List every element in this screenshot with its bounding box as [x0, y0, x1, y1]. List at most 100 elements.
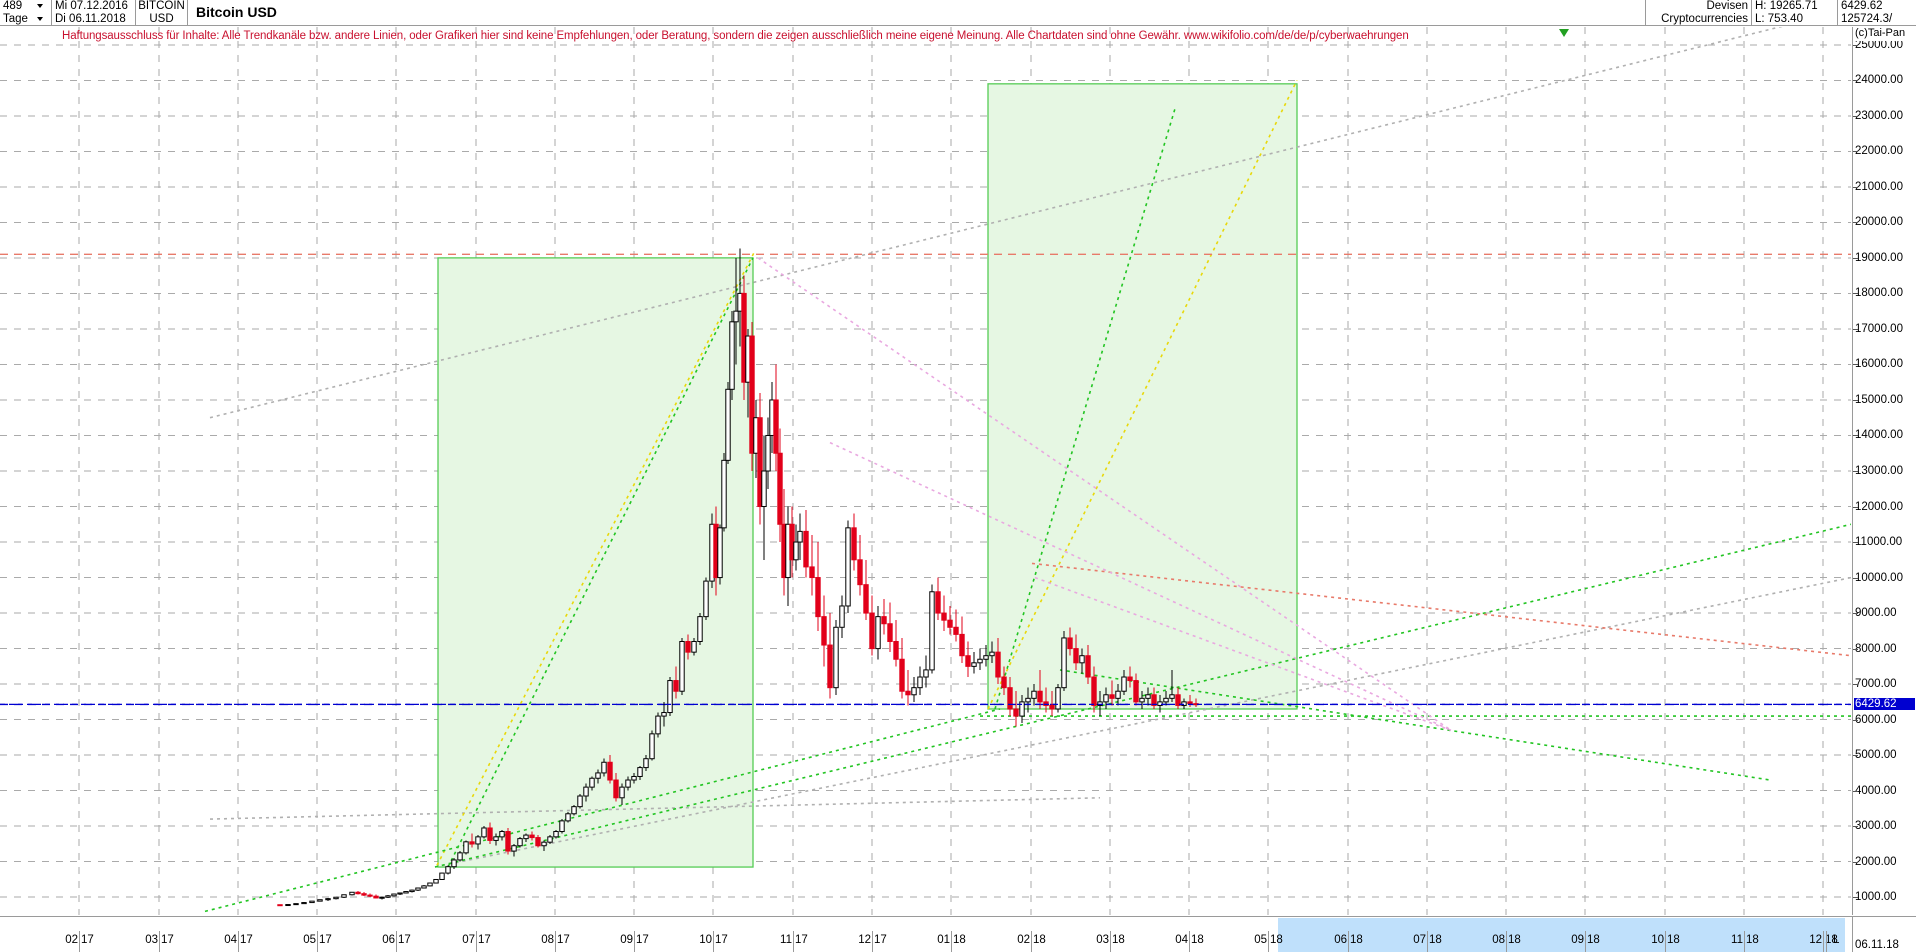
candle-body — [977, 658, 983, 664]
price-axis-tick: 13000.00 — [1855, 465, 1903, 477]
price-axis-tick: 17000.00 — [1855, 322, 1903, 335]
price-axis-tick: 9000.00 — [1855, 607, 1897, 620]
price-axis-tick: 11000.00 — [1855, 536, 1903, 549]
chevron-down-icon[interactable] — [37, 17, 43, 21]
candle-body — [773, 399, 779, 454]
price-axis-tick: 7000.00 — [1855, 678, 1897, 691]
candle-body — [887, 623, 893, 642]
candle-body — [457, 852, 463, 861]
candle-body — [1181, 701, 1187, 706]
candle-body — [391, 893, 397, 897]
price-axis-tick: 18000.00 — [1855, 287, 1903, 300]
chart-plot-area[interactable] — [0, 27, 1851, 915]
date-axis[interactable]: 02 17 03 17 04 17 05 17 06 17 07 17 08 17 09 17 10 17 11 17… — [0, 916, 1916, 952]
date-axis-month: 04 — [224, 934, 237, 946]
current-price-label[interactable]: 6429.62 — [1854, 698, 1915, 711]
candle-body — [1079, 655, 1085, 664]
last-price-cell: 6429.62 125724.3/ — [1838, 0, 1916, 25]
candle-body — [547, 836, 553, 843]
candle-body — [725, 388, 731, 461]
candle-body — [667, 680, 673, 714]
marker-green-down-triangle[interactable] — [1559, 29, 1569, 37]
price-axis-tickmark — [1853, 44, 1858, 46]
candle-body — [607, 761, 613, 781]
date-axis-year: 18 — [953, 934, 966, 946]
price-axis-tickmark — [1853, 542, 1858, 544]
price-axis[interactable]: 25000.00 24000.00 23000.00 22000.00 21000.00… — [1852, 27, 1916, 915]
candle-body — [341, 894, 347, 898]
price-axis-tickmark — [1853, 577, 1858, 579]
date-axis-separator — [1110, 931, 1111, 952]
candle-body — [679, 640, 685, 692]
date-axis-separator — [793, 931, 794, 952]
candle-body — [869, 612, 875, 650]
price-axis-tickmark — [1853, 471, 1858, 472]
date-axis-selection-highlight[interactable] — [1278, 918, 1845, 952]
candle-body — [529, 834, 535, 839]
date-axis-separator — [951, 931, 952, 952]
category-secondary: Cryptocurrencies — [1661, 12, 1748, 25]
candle-body — [733, 310, 739, 323]
chevron-down-icon[interactable] — [37, 4, 43, 8]
candle-body — [511, 845, 517, 852]
date-axis-separator — [1744, 931, 1745, 952]
candle-body — [421, 885, 427, 889]
date-axis-month: 04 — [1175, 934, 1188, 946]
price-axis-tick: 22000.00 — [1855, 145, 1903, 158]
candle-body — [1127, 676, 1133, 682]
candle-body — [301, 902, 307, 905]
bar-count-cell[interactable]: 489 Tage — [0, 0, 52, 25]
candle-body — [1073, 648, 1079, 664]
chart-header-bar: 489 Tage Mi 07.12.2016 Di 06.11.2018 BIT… — [0, 0, 1916, 26]
candle-body — [1061, 637, 1067, 689]
price-axis-tickmark — [1853, 719, 1858, 721]
candle-body — [673, 680, 679, 692]
price-axis-tickmark — [1853, 115, 1858, 117]
last-price: 6429.62 — [1841, 0, 1883, 12]
date-axis-month: 09 — [620, 934, 633, 946]
price-axis-tick: 20000.00 — [1855, 216, 1903, 229]
page-title: Bitcoin USD — [188, 0, 1646, 25]
date-axis-year: 18 — [1112, 934, 1125, 946]
date-from: Mi 07.12.2016 — [55, 0, 128, 12]
date-axis-month: 07 — [1413, 934, 1426, 946]
candle-body — [1085, 655, 1091, 678]
price-axis-tickmark — [1853, 364, 1858, 366]
candle-body — [293, 903, 299, 906]
candle-body — [333, 896, 339, 900]
candle-body — [793, 541, 799, 561]
candle-body — [809, 566, 815, 579]
date-axis-year: 17 — [81, 934, 94, 946]
candle-body — [619, 786, 625, 799]
candle-body — [625, 779, 631, 788]
date-axis-year: 17 — [874, 934, 887, 946]
candle-body — [917, 676, 923, 689]
candle-body — [703, 580, 709, 618]
date-axis-month: 12 — [1809, 934, 1822, 946]
candle-body — [499, 831, 505, 838]
date-axis-month: 11 — [1731, 934, 1743, 946]
candle-body — [1151, 694, 1157, 706]
date-axis-year: 18 — [1350, 934, 1363, 946]
candle-body — [439, 872, 445, 880]
date-axis-month: 02 — [65, 934, 78, 946]
candle-body — [989, 651, 995, 657]
chart-canvas[interactable] — [0, 27, 1851, 915]
candle-body — [415, 887, 421, 891]
candle-body — [1013, 708, 1019, 717]
date-axis-separator — [1585, 931, 1586, 952]
date-axis-separator — [79, 931, 80, 952]
candle-body — [857, 559, 863, 586]
candle-body — [797, 530, 803, 543]
candle-body — [757, 417, 763, 508]
candle-body — [875, 616, 881, 650]
date-axis-month: 10 — [1651, 934, 1664, 946]
candle-body — [361, 893, 367, 896]
date-axis-month: 01 — [937, 934, 950, 946]
date-axis-month: 06 — [382, 934, 395, 946]
price-axis-tickmark — [1853, 684, 1858, 686]
candle-body — [493, 836, 499, 841]
candle-body — [523, 834, 529, 840]
chart-title-text: Bitcoin USD — [196, 4, 277, 20]
candle-body — [821, 616, 827, 646]
